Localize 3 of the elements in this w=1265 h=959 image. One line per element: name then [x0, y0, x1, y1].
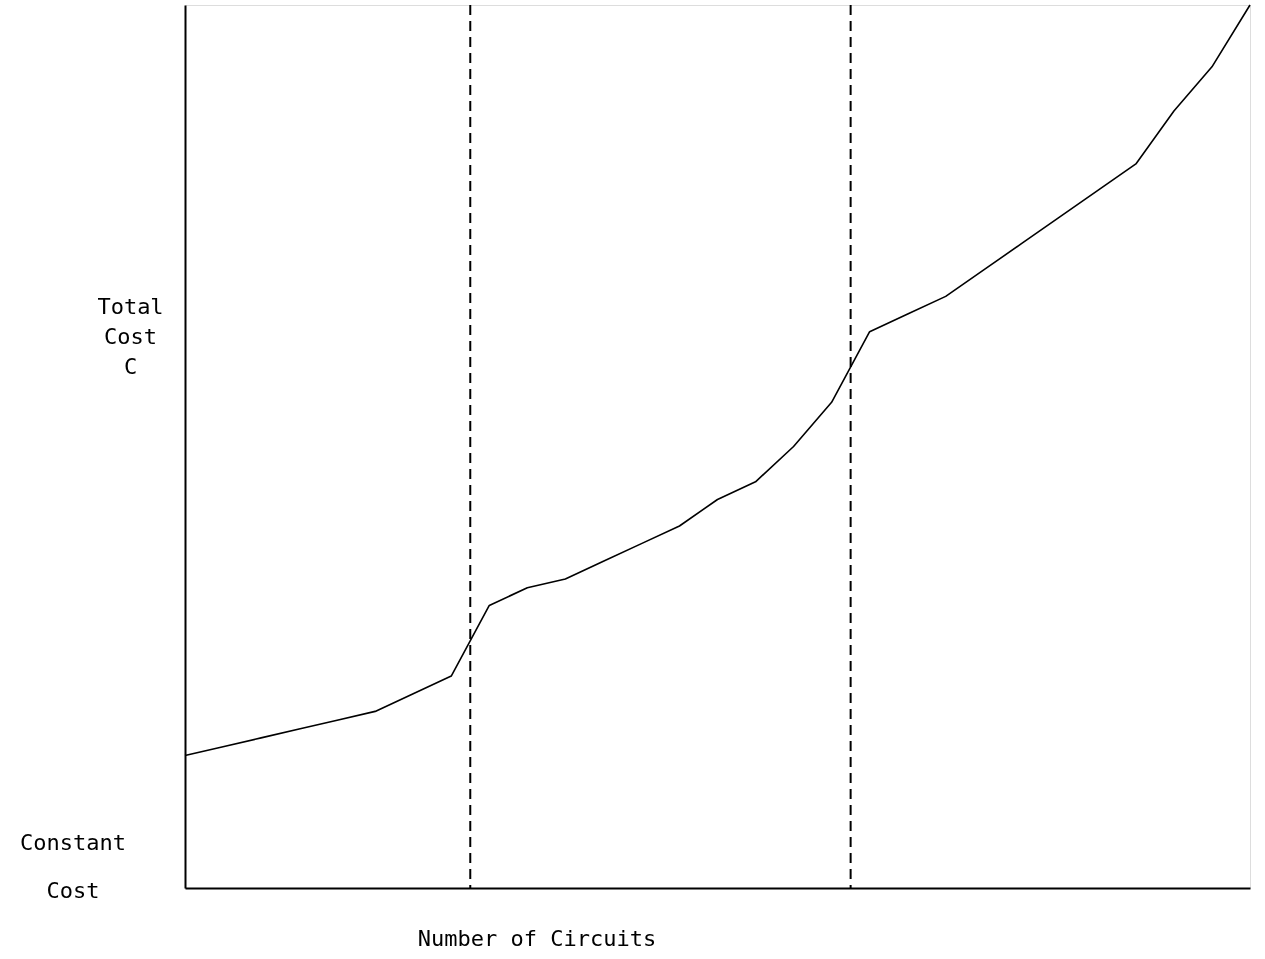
x-axis-title: Number of Circuits	[417, 925, 657, 951]
y-axis-title: Total Cost C	[97, 293, 164, 379]
text: Constant Cost	[20, 830, 126, 903]
